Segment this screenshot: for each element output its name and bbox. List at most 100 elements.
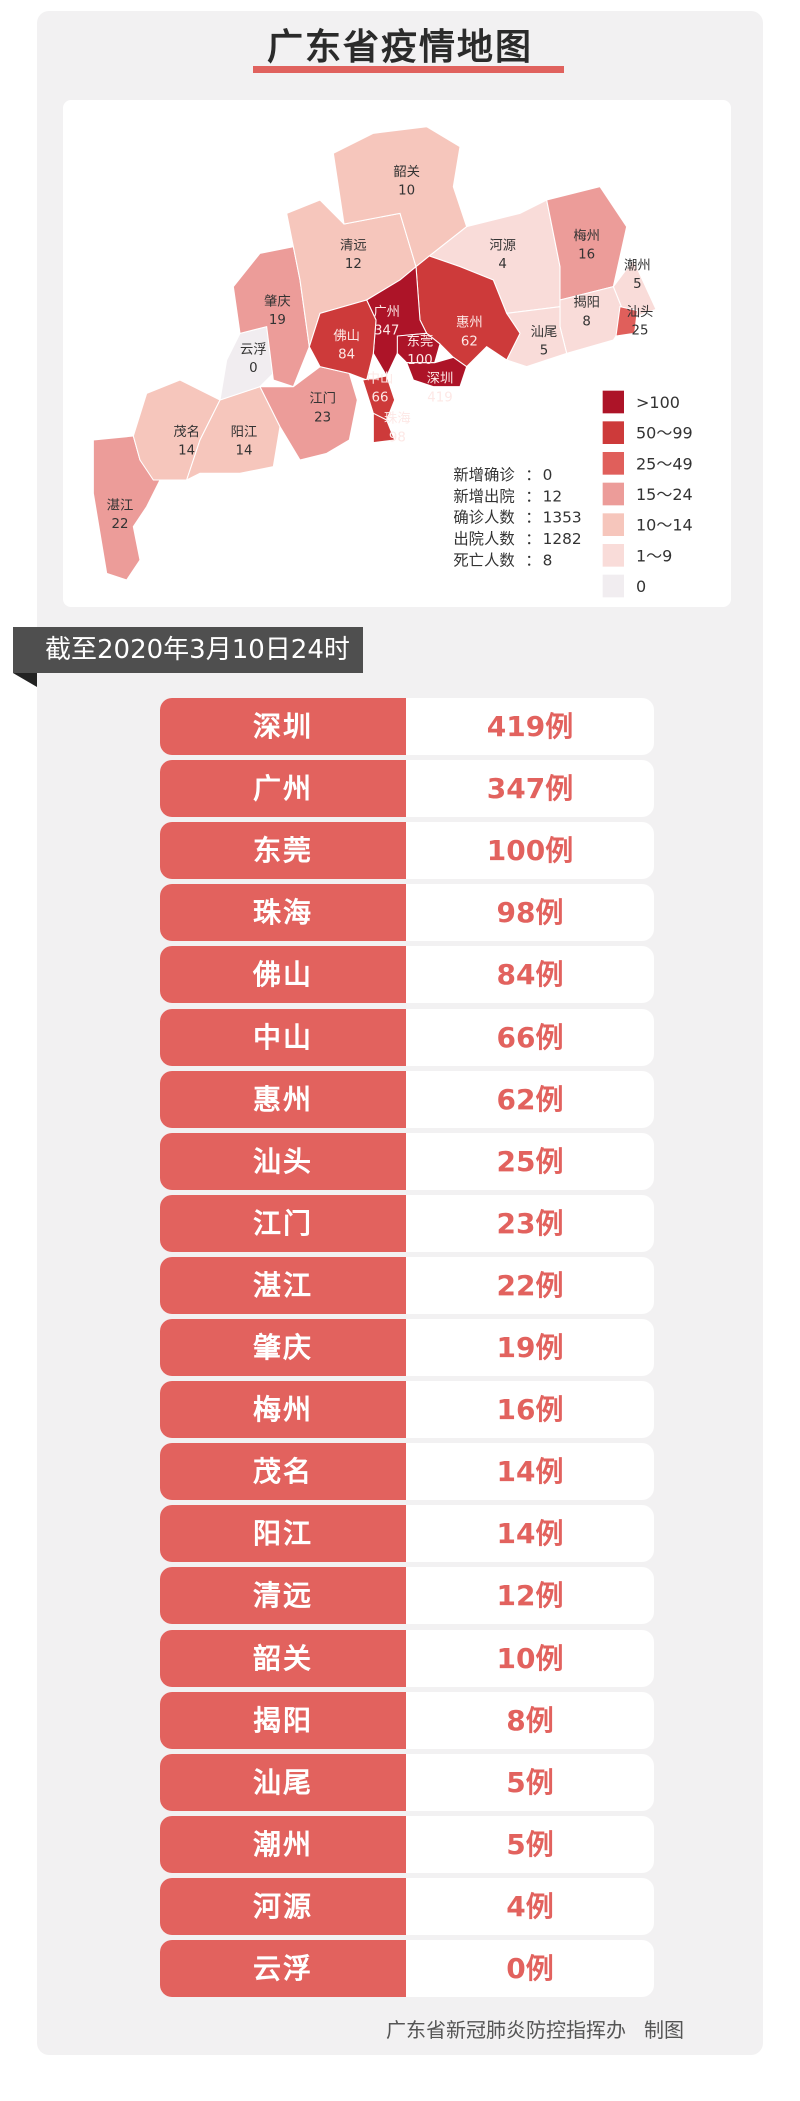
region-value: 419 <box>427 390 452 405</box>
table-row: 汕头 25例 <box>160 1132 654 1190</box>
table-row: 肇庆 19例 <box>160 1319 654 1376</box>
row-count: 22例 <box>496 1268 564 1302</box>
stat-value: 12 <box>543 487 563 505</box>
legend-label: 0 <box>636 577 646 596</box>
table-row: 梅州 16例 <box>160 1381 654 1439</box>
region-name: 湛江 <box>107 497 134 513</box>
region-12 <box>615 306 638 337</box>
legend-label: >100 <box>636 393 680 412</box>
row-count: 8例 <box>506 1703 554 1737</box>
region-name: 梅州 <box>573 228 600 244</box>
region-value: 14 <box>178 444 195 459</box>
region-name: 东莞 <box>407 333 434 349</box>
stat-label: 确诊人数 <box>453 509 514 527</box>
row-count: 5例 <box>506 1827 554 1861</box>
row-count: 347例 <box>486 772 574 806</box>
region-20 <box>372 412 396 444</box>
legend-label: 1～9 <box>636 546 672 565</box>
footer-suffix: 制图 <box>644 2018 684 2042</box>
region-name: 江门 <box>309 391 336 407</box>
row-city: 云浮 <box>160 1940 406 1997</box>
table-row: 佛山 84例 <box>160 946 654 1004</box>
stat-label: 新增确诊 <box>453 466 515 484</box>
region-name: 河源 <box>489 237 516 253</box>
region-value: 84 <box>338 348 355 363</box>
row-count: 84例 <box>496 958 564 992</box>
legend-label: 50～99 <box>636 424 693 443</box>
region-name: 韶关 <box>393 164 420 180</box>
region-name: 云浮 <box>240 341 267 357</box>
row-city: 潮州 <box>160 1815 406 1873</box>
row-count: 100例 <box>486 834 574 868</box>
stat-value: 1353 <box>543 509 582 527</box>
row-count: 14例 <box>496 1455 564 1489</box>
row-count: 25例 <box>496 1144 564 1178</box>
region-5 <box>259 366 358 461</box>
region-value: 12 <box>345 257 362 272</box>
table-row: 云浮 0例 <box>160 1940 654 1997</box>
table-row: 湛江 22例 <box>160 1256 654 1314</box>
legend-label: 25～49 <box>636 454 693 473</box>
table-row: 惠州 62例 <box>160 1070 654 1128</box>
row-count: 419例 <box>486 710 574 743</box>
row-count: 19例 <box>496 1331 564 1364</box>
legend-swatch <box>602 544 624 567</box>
guangdong-map: 湛江 22 茂名 14 阳江 14 云浮 0 肇庆 19 江门 23 清远 12 韶关 10 河源 4 梅州 16 潮州… <box>92 126 693 598</box>
region-value: 25 <box>632 324 649 339</box>
region-value: 14 <box>236 444 253 459</box>
row-city: 肇庆 <box>160 1319 406 1376</box>
region-name: 中山 <box>367 371 394 387</box>
region-value: 8 <box>582 314 590 329</box>
row-count: 14例 <box>496 1517 564 1551</box>
table-row: 东莞 100例 <box>160 822 654 880</box>
region-value: 66 <box>372 390 389 405</box>
table-row: 中山 66例 <box>160 1008 654 1066</box>
region-value: 4 <box>498 257 506 272</box>
region-name: 深圳 <box>427 371 454 387</box>
stat-colon: ： <box>525 509 540 527</box>
row-city: 佛山 <box>160 946 406 1004</box>
row-city: 惠州 <box>160 1070 406 1128</box>
region-name: 清远 <box>340 237 367 253</box>
region-value: 0 <box>249 361 257 376</box>
stat-colon: ： <box>525 466 540 484</box>
region-name: 珠海 <box>384 411 411 427</box>
region-value: 98 <box>389 430 406 445</box>
table-row: 汕尾 5例 <box>160 1753 654 1811</box>
row-count: 4例 <box>506 1889 554 1923</box>
stat-value: 1282 <box>543 530 582 548</box>
stat-colon: ： <box>525 487 540 505</box>
legend-label: 10～14 <box>636 516 693 535</box>
stat-label: 出院人数 <box>453 530 514 548</box>
region-name: 广州 <box>373 304 400 320</box>
stat-label: 死亡人数 <box>453 551 514 569</box>
row-city: 梅州 <box>160 1381 406 1439</box>
region-name: 茂名 <box>173 424 200 440</box>
region-name: 汕头 <box>627 304 654 320</box>
region-name: 肇庆 <box>264 293 291 309</box>
table-row: 阳江 14例 <box>160 1505 654 1563</box>
footer-org: 广东省新冠肺炎防控指挥办 <box>386 2018 626 2042</box>
row-city: 揭阳 <box>160 1691 406 1749</box>
table-row: 茂名 14例 <box>160 1443 654 1501</box>
stat-colon: ： <box>525 530 540 548</box>
row-city: 河源 <box>160 1877 406 1935</box>
row-city: 江门 <box>160 1194 406 1252</box>
legend-swatch <box>602 513 624 536</box>
region-value: 22 <box>112 517 129 532</box>
legend-swatch <box>602 421 624 444</box>
row-city: 阳江 <box>160 1505 406 1563</box>
row-city: 东莞 <box>160 822 406 880</box>
row-count: 5例 <box>506 1765 554 1799</box>
row-count: 12例 <box>496 1579 564 1613</box>
table-row: 潮州 5例 <box>160 1815 654 1873</box>
stat-colon: ： <box>525 551 540 569</box>
row-city: 广州 <box>160 760 406 818</box>
region-value: 10 <box>398 184 415 199</box>
region-value: 23 <box>314 410 331 425</box>
legend-swatch <box>602 482 624 506</box>
stat-value: 0 <box>543 466 553 484</box>
region-name: 揭阳 <box>573 295 600 311</box>
row-count: 10例 <box>496 1641 564 1675</box>
table-row: 河源 4例 <box>160 1877 654 1935</box>
